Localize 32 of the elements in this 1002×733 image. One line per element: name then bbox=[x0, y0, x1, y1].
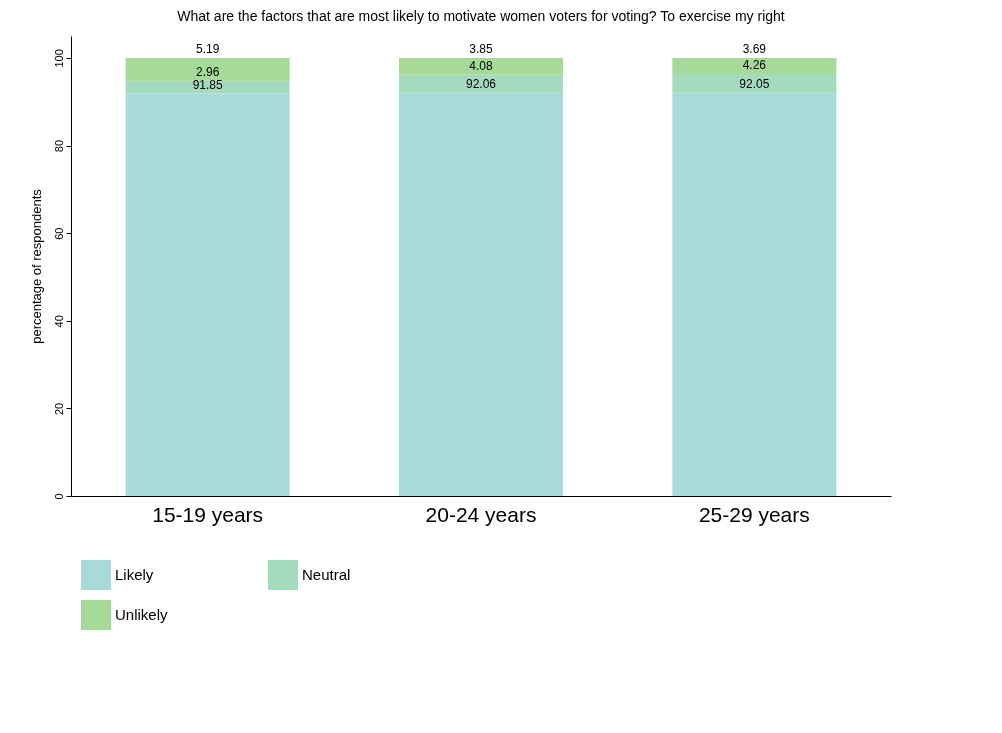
legend-label: Likely bbox=[115, 566, 154, 583]
x-tick-label: 25-29 years bbox=[698, 502, 810, 526]
data-label: 5.19 bbox=[195, 41, 220, 56]
bar bbox=[672, 57, 837, 75]
chart-title: What are the factors that are most likely to motivate women voters for voting? To exercise my right bbox=[177, 8, 785, 24]
bar bbox=[125, 80, 290, 94]
data-label: 2.96 bbox=[195, 64, 220, 79]
bar bbox=[399, 92, 563, 496]
bar bbox=[125, 93, 290, 496]
data-label: 3.69 bbox=[742, 41, 767, 56]
bar bbox=[672, 74, 837, 93]
bar bbox=[399, 74, 563, 93]
y-tick-label: 40 bbox=[52, 315, 65, 328]
bar bbox=[672, 92, 837, 496]
y-axis-title: percentage of respondents bbox=[28, 188, 44, 344]
data-label: 4.26 bbox=[742, 58, 767, 73]
y-tick-label: 100 bbox=[52, 49, 65, 68]
x-tick-label: 20-24 years bbox=[425, 502, 537, 526]
data-label: 3.85 bbox=[469, 41, 493, 56]
y-tick-label: 60 bbox=[52, 227, 65, 240]
data-label: 4.08 bbox=[469, 58, 493, 73]
y-tick-label: 80 bbox=[52, 139, 65, 153]
x-tick-label: 15-19 years bbox=[152, 502, 264, 526]
y-tick-label: 0 bbox=[52, 493, 65, 500]
bar bbox=[399, 57, 563, 75]
data-label: 91.85 bbox=[192, 77, 224, 92]
bar bbox=[125, 57, 290, 81]
data-label: 92.05 bbox=[739, 76, 770, 91]
legend-label: Unlikely bbox=[115, 606, 169, 623]
y-tick-label: 20 bbox=[52, 402, 65, 416]
data-label: 92.06 bbox=[465, 76, 497, 91]
legend-label: Neutral bbox=[302, 566, 351, 583]
